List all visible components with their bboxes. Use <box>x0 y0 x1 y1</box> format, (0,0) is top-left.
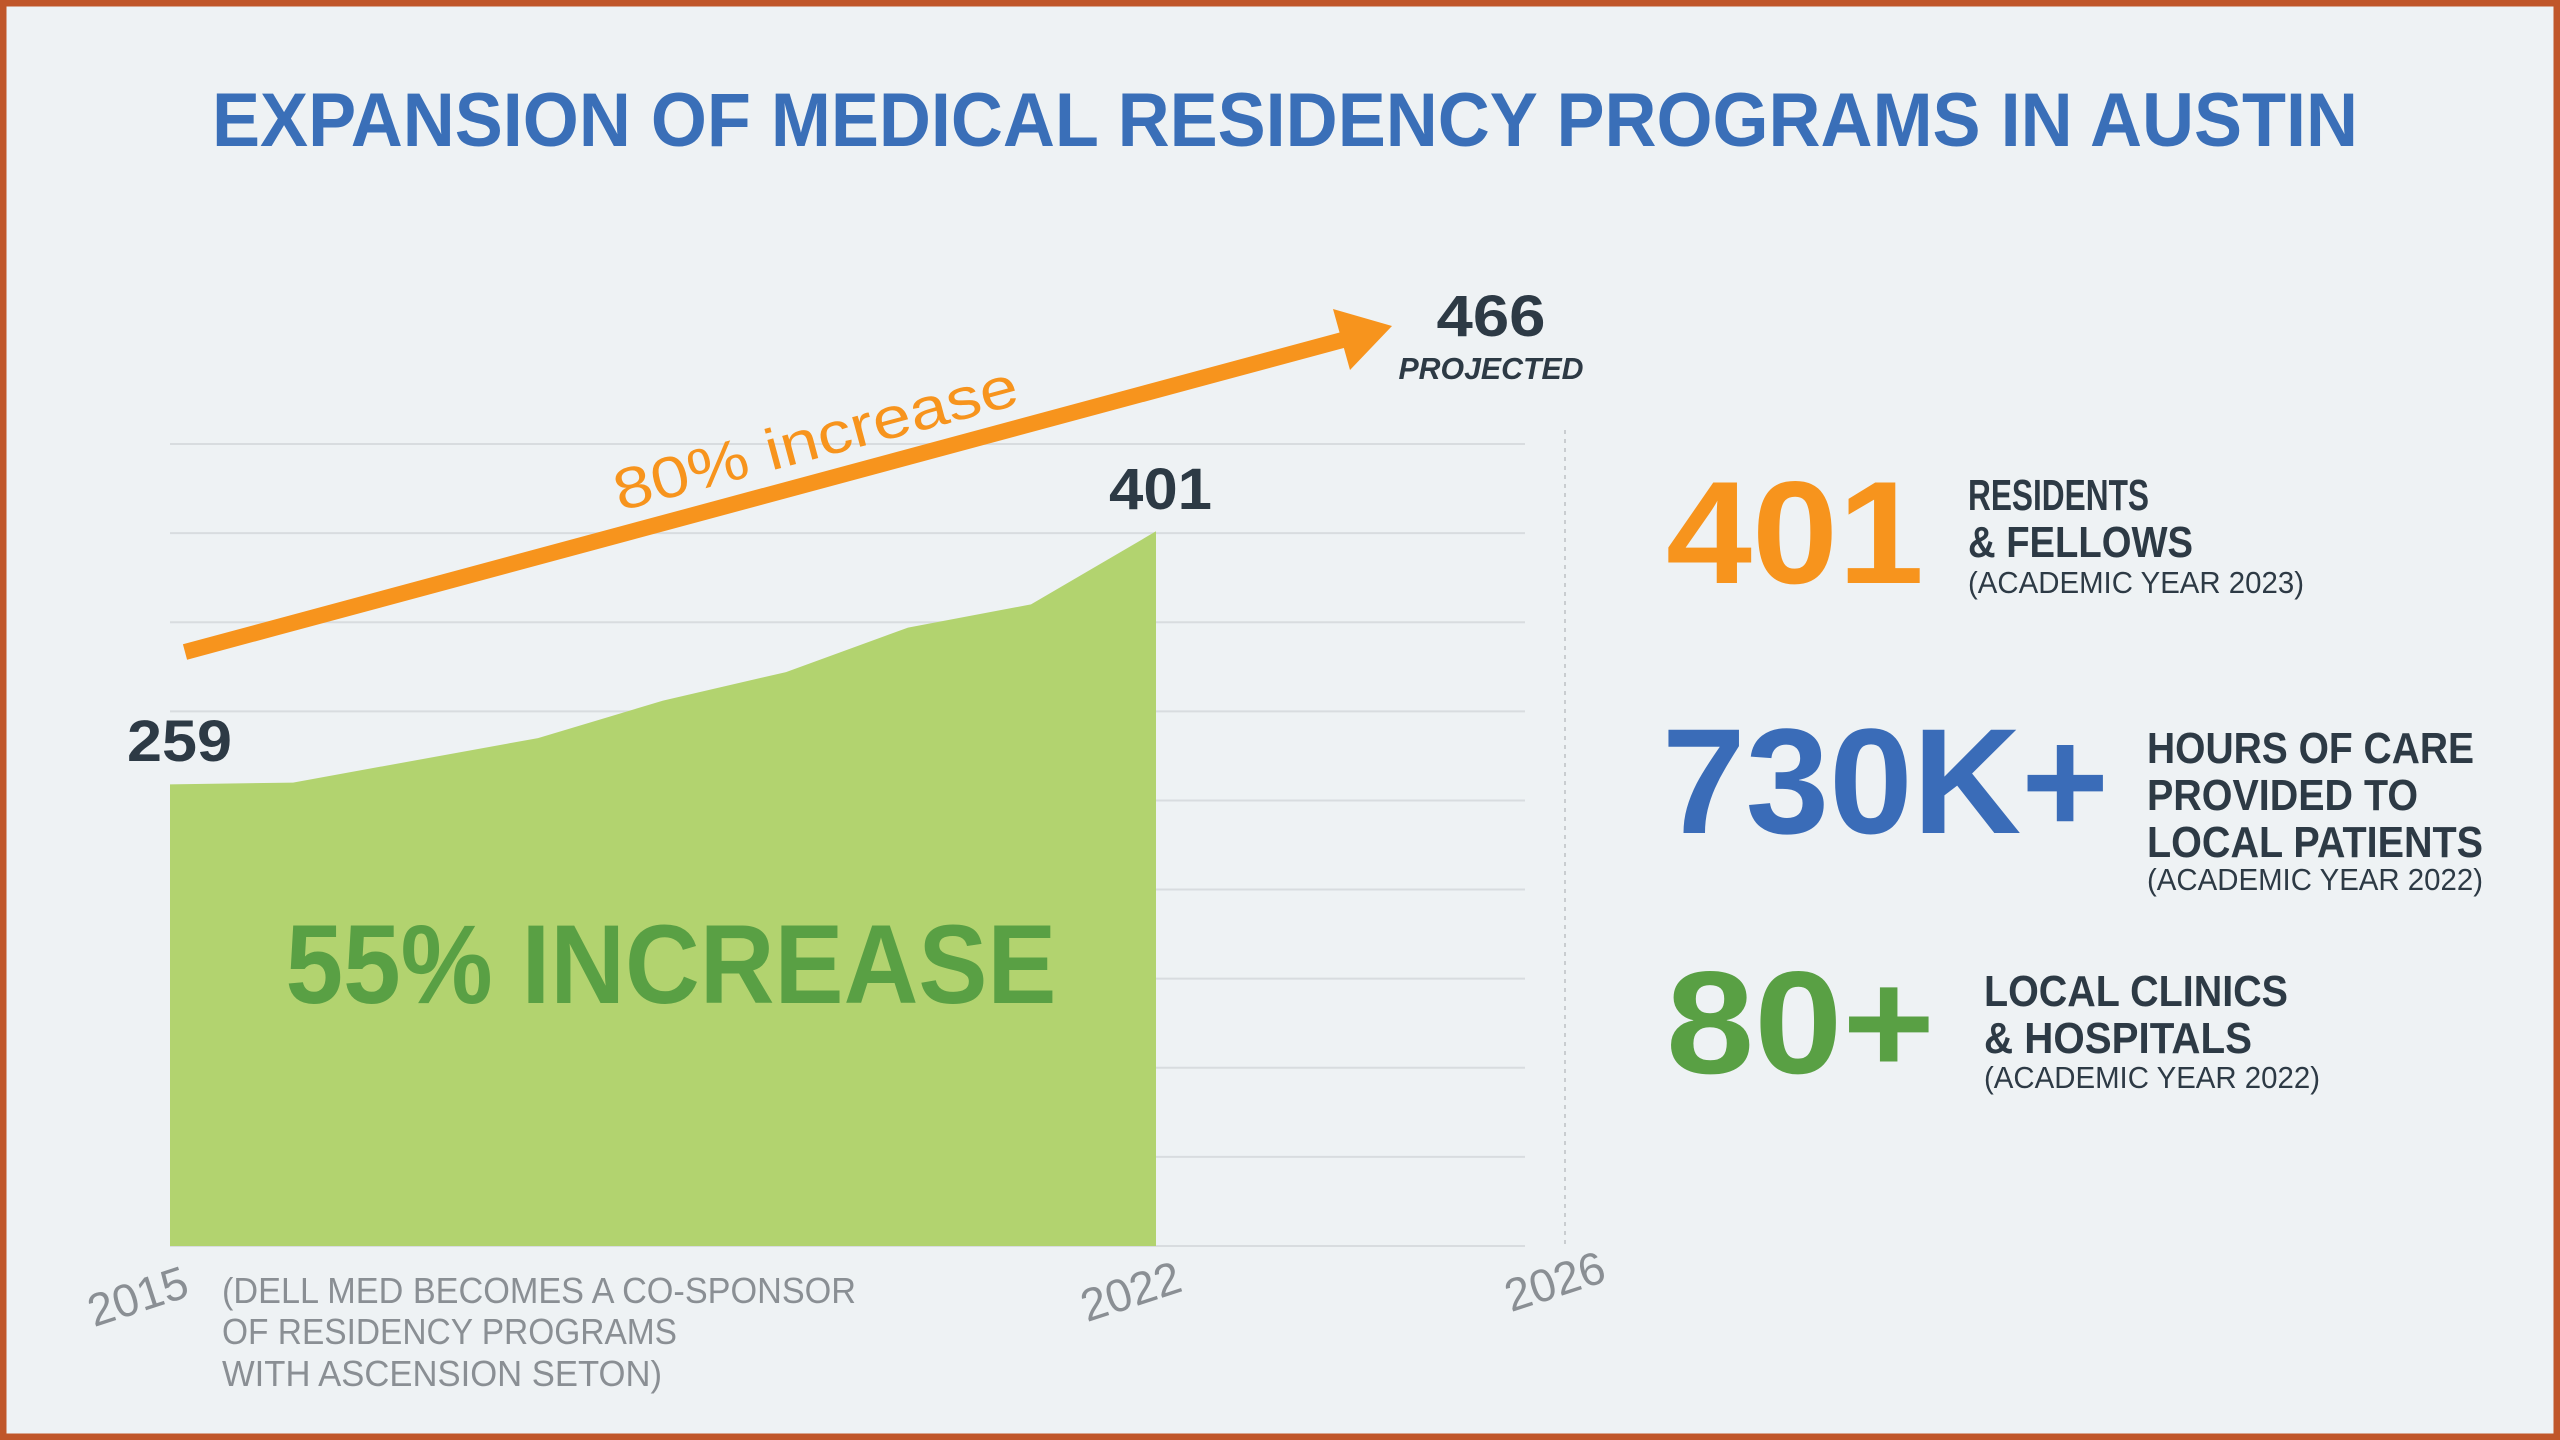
end-value-label: 401 <box>1109 457 1212 522</box>
stat-value: 80+ <box>1666 941 1935 1104</box>
projected-value: 466 <box>1437 284 1546 349</box>
residents-area <box>170 531 1156 1246</box>
stat-label: & FELLOWS <box>1968 518 2193 567</box>
stat-clinics: 80+ LOCAL CLINICS & HOSPITALS (ACADEMIC … <box>1666 941 2320 1104</box>
start-value-label: 259 <box>127 709 232 774</box>
projected-label: PROJECTED <box>1399 351 1584 386</box>
stat-note: (ACADEMIC YEAR 2022) <box>2147 862 2483 897</box>
stat-residents: 401 RESIDENTS & FELLOWS (ACADEMIC YEAR 2… <box>1666 451 2304 614</box>
stat-note: (ACADEMIC YEAR 2022) <box>1984 1060 2320 1095</box>
stat-label: RESIDENTS <box>1968 471 2149 520</box>
stat-label: LOCAL PATIENTS <box>2147 818 2483 867</box>
stat-value: 401 <box>1666 451 1924 614</box>
stat-label: PROVIDED TO <box>2147 771 2418 820</box>
projection-arrow-shaft <box>182 330 1353 660</box>
annotation-line: (DELL MED BECOMES A CO-SPONSOR <box>222 1270 856 1311</box>
stat-label: HOURS OF CARE <box>2147 724 2474 773</box>
annotation-line: WITH ASCENSION SETON) <box>222 1353 662 1394</box>
stat-value: 730K+ <box>1662 697 2109 865</box>
stat-label: & HOSPITALS <box>1984 1014 2252 1063</box>
area-increase-label: 55% INCREASE <box>286 902 1057 1027</box>
stat-hours-of-care: 730K+ HOURS OF CARE PROVIDED TO LOCAL PA… <box>1662 697 2483 897</box>
stat-note: (ACADEMIC YEAR 2023) <box>1968 565 2304 600</box>
annotation-line: OF RESIDENCY PROGRAMS <box>222 1311 677 1352</box>
page-title: EXPANSION OF MEDICAL RESIDENCY PROGRAMS … <box>212 78 2358 163</box>
arrow-head-icon <box>1333 309 1392 370</box>
stat-label: LOCAL CLINICS <box>1984 967 2288 1016</box>
